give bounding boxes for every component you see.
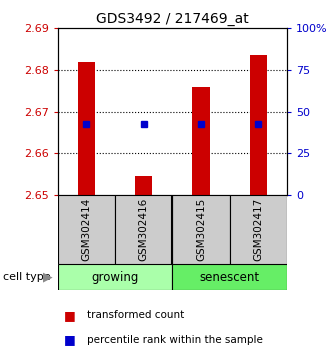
Bar — [250, 55, 267, 195]
Bar — [78, 62, 95, 195]
Text: transformed count: transformed count — [87, 310, 185, 320]
Bar — [115, 195, 172, 264]
Bar — [58, 195, 115, 264]
Text: ▶: ▶ — [43, 270, 52, 284]
Text: ■: ■ — [64, 309, 76, 321]
Text: GSM302415: GSM302415 — [196, 198, 206, 261]
Text: percentile rank within the sample: percentile rank within the sample — [87, 335, 263, 345]
Text: cell type: cell type — [3, 272, 51, 282]
Bar — [172, 264, 287, 290]
Bar — [58, 264, 172, 290]
Text: GSM302417: GSM302417 — [253, 198, 263, 261]
Bar — [172, 195, 230, 264]
Bar — [192, 87, 210, 195]
Text: ■: ■ — [64, 333, 76, 346]
Text: senescent: senescent — [200, 270, 260, 284]
Bar — [135, 176, 152, 195]
Text: GSM302416: GSM302416 — [139, 198, 149, 261]
Text: growing: growing — [91, 270, 139, 284]
Bar — [230, 195, 287, 264]
Text: GSM302414: GSM302414 — [82, 198, 91, 261]
Title: GDS3492 / 217469_at: GDS3492 / 217469_at — [96, 12, 249, 26]
